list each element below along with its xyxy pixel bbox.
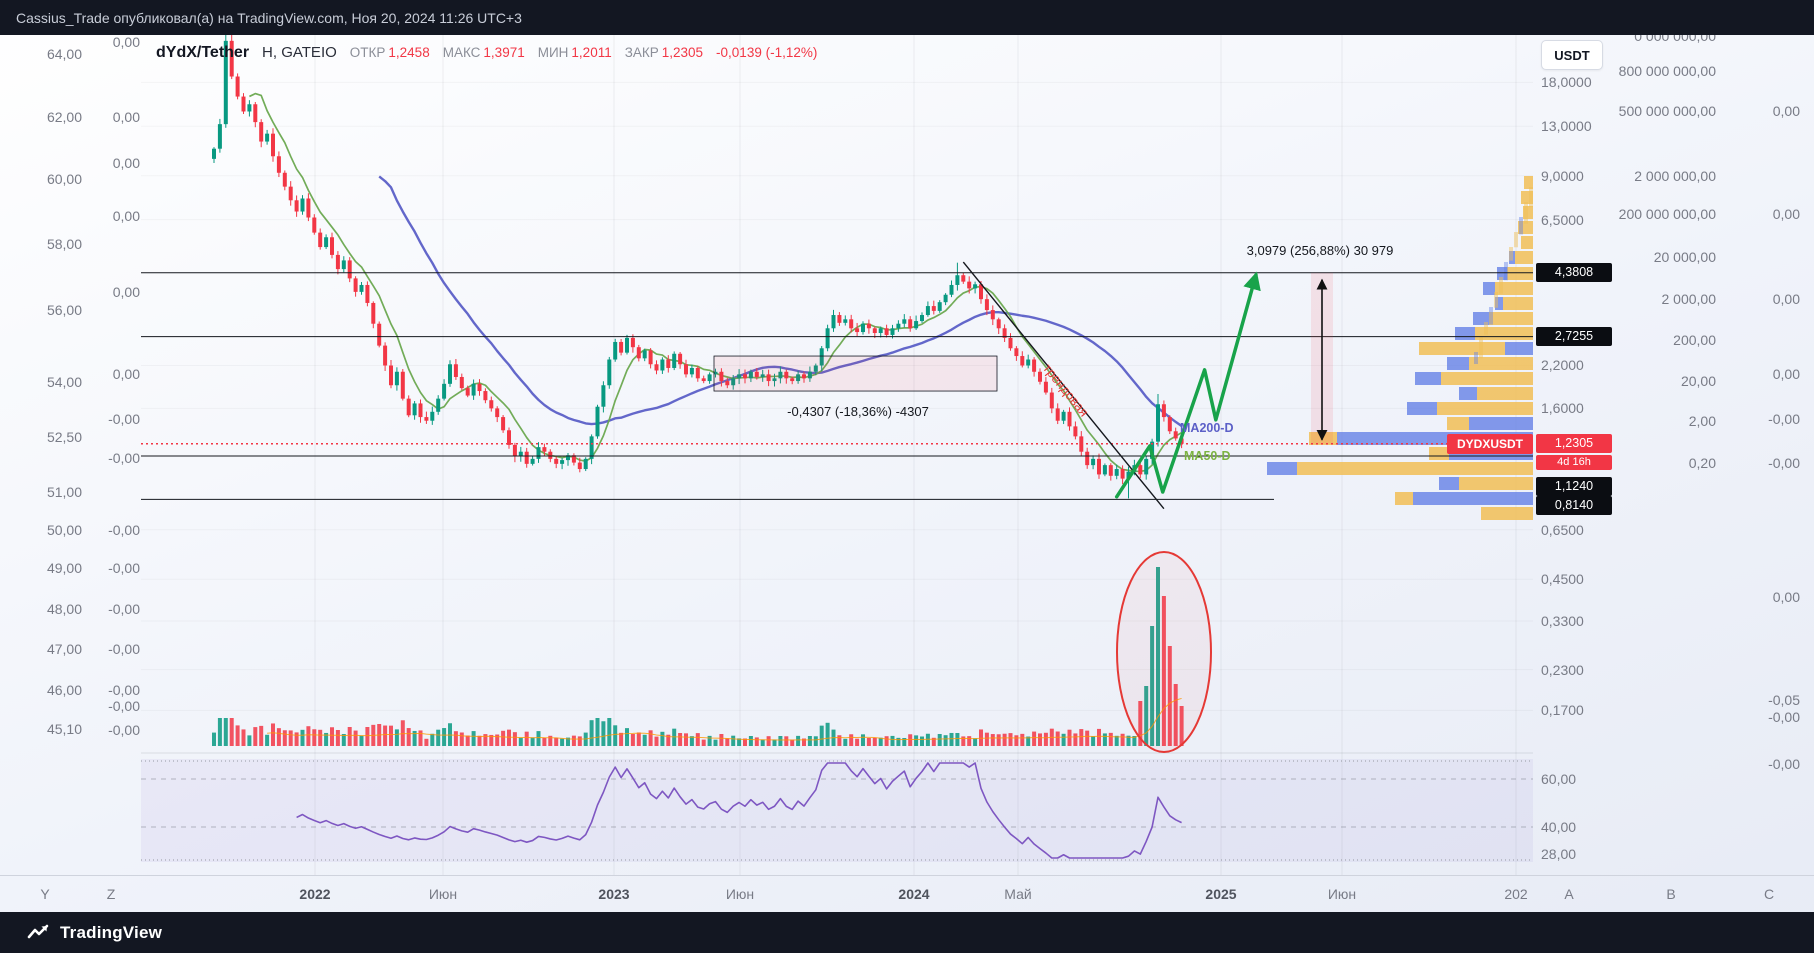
measure-up-label[interactable]: 3,0979 (256,88%) 30 979 <box>1246 243 1394 258</box>
time-axis-label: A <box>1564 886 1574 902</box>
publish-text: Cassius_Trade опубликовал(а) на TradingV… <box>16 9 522 26</box>
tradingview-logo-icon <box>26 921 50 945</box>
measure-down-label[interactable]: -0,4307 (-18,36%) -4307 <box>787 404 929 419</box>
time-axis-label: C <box>1763 886 1775 902</box>
brand-wordmark[interactable]: TradingView <box>60 922 163 942</box>
time-axis-label: Июн <box>725 886 755 902</box>
price-level-label-2[interactable]: 2,7255 <box>1536 327 1612 346</box>
time-axis-label: 2022 <box>299 886 331 902</box>
price-level-label-4[interactable]: 0,8140 <box>1536 496 1612 515</box>
time-axis-label: Z <box>106 886 116 902</box>
currency-toggle-button[interactable]: USDT <box>1541 40 1603 70</box>
publish-bar: Cassius_Trade опубликовал(а) на TradingV… <box>0 0 1814 35</box>
time-axis-label: Май <box>1004 886 1032 902</box>
legend: dYdX/Tether Н, GATEIO ОТКР 1,2458 МАКС 1,3… <box>156 44 817 62</box>
time-axis-label: Июн <box>1327 886 1357 902</box>
current-price-label[interactable]: 1,2305 <box>1536 434 1612 453</box>
time-axis[interactable]: Y Z 2022 Июн 2023 Июн 2024 Май 2025 Июн 202 A B C <box>0 875 1814 912</box>
time-axis-label: 2025 <box>1205 886 1237 902</box>
legend-high: МАКС 1,3971 <box>442 45 525 60</box>
ma50-label: MA50-D <box>1184 449 1231 463</box>
symbol-badge[interactable]: DYDXUSDT <box>1446 434 1533 454</box>
time-axis-label: 202 <box>1504 886 1528 902</box>
price-level-label-3[interactable]: 1,1240 <box>1536 477 1612 496</box>
bar-countdown-label: 4d 16h <box>1536 455 1612 470</box>
time-axis-label: Июн <box>428 886 458 902</box>
footer-bar: TradingView <box>0 912 1814 953</box>
change-value: -0,0139 (-1,12%) <box>716 45 818 60</box>
timeframe-exchange[interactable]: Н, GATEIO <box>262 44 337 61</box>
time-axis-label: B <box>1666 886 1676 902</box>
legend-low: МИН 1,2011 <box>537 45 612 60</box>
time-axis-label: Y <box>40 886 50 902</box>
symbol-title[interactable]: dYdX/Tether <box>156 44 250 61</box>
time-axis-label: 2024 <box>898 886 930 902</box>
legend-close: ЗАКР 1,2305 <box>624 45 704 60</box>
legend-open: ОТКР 1,2458 <box>349 45 430 60</box>
price-level-label-1[interactable]: 4,3808 <box>1536 263 1612 282</box>
time-axis-label: 2023 <box>598 886 630 902</box>
ma200-label: MA200-D <box>1180 421 1234 435</box>
